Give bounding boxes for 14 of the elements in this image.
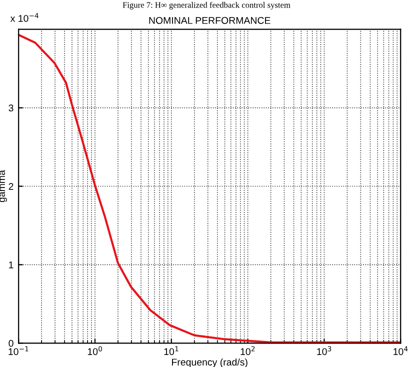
x-tick-label: 10$^{2}$	[240, 346, 255, 356]
x-tick-label: 10$^{4}$	[394, 346, 408, 356]
x-tick-label: 10$^{0}$	[88, 346, 102, 356]
y-axis-title: gamma	[0, 170, 7, 202]
x-tick-label: 10$^{1}$	[164, 346, 178, 356]
y-tick-label: 2	[8, 182, 14, 190]
y-tick-label: 1	[9, 262, 14, 268]
caption: Figure 7: H∞ generalized feedback control system	[122, 2, 290, 10]
x-tick-label: 10$^{3}$	[317, 346, 332, 356]
chart-title: NOMINAL PERFORMANCE	[149, 17, 270, 24]
x-tick-label: 10$^{−1}$	[8, 346, 28, 356]
y-tick-label: 3	[8, 104, 14, 112]
y-tick-label: 0	[8, 340, 14, 347]
text: x 10$^{−4}$	[10, 13, 38, 22]
